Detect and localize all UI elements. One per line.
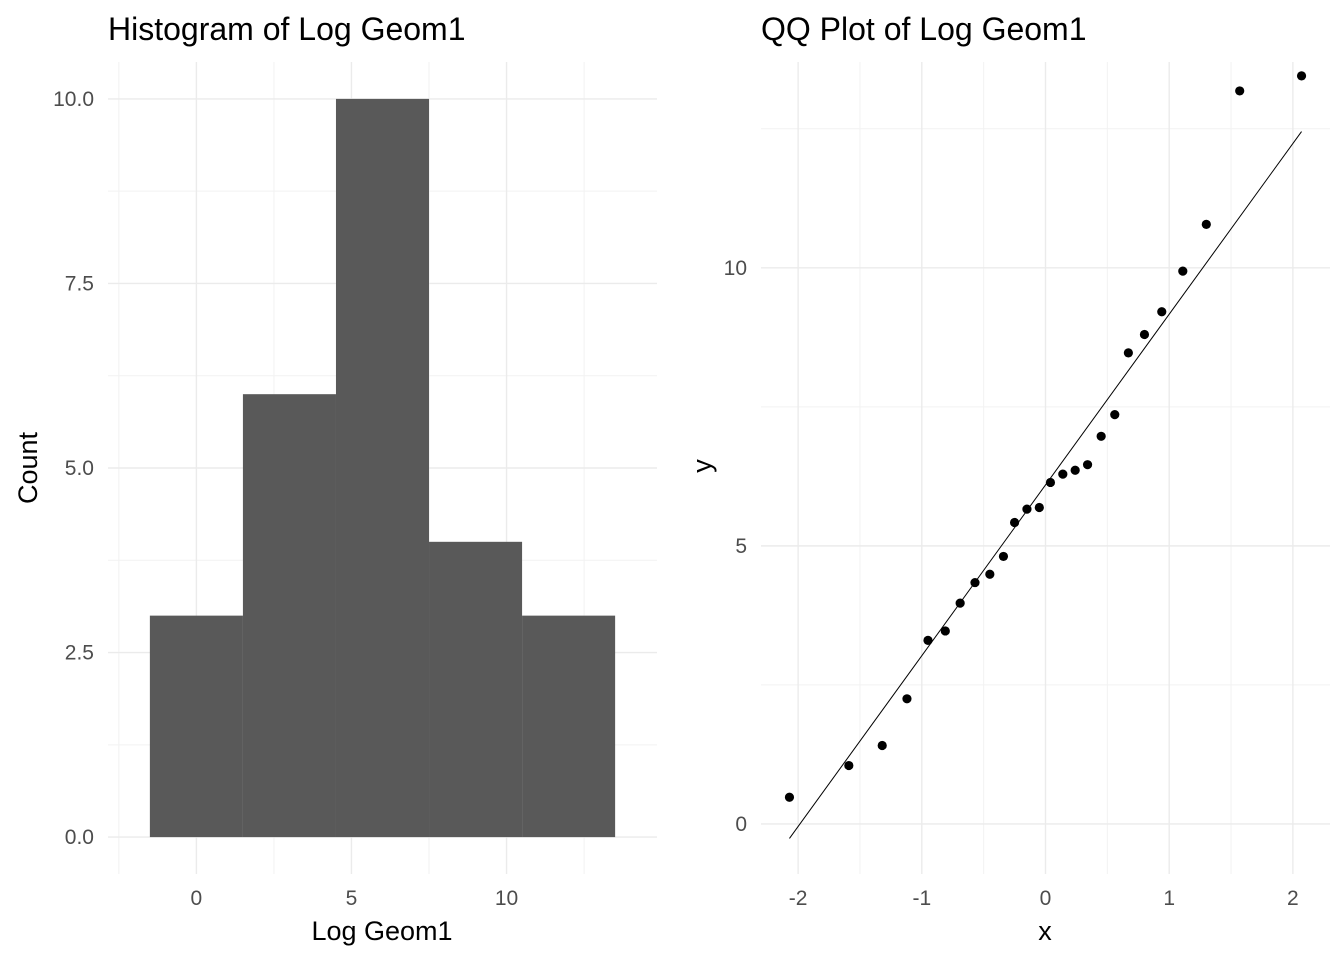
qq-plot-title: QQ Plot of Log Geom1: [761, 11, 1087, 47]
histogram-bar: [149, 615, 243, 838]
qq-point: [923, 635, 933, 646]
qq-point: [998, 551, 1009, 562]
qq-point: [1139, 329, 1150, 340]
histogram-bar: [335, 98, 430, 838]
qq-point: [844, 760, 854, 771]
qq-point: [902, 694, 912, 704]
qq-point: [940, 626, 950, 636]
histogram-title: Histogram of Log Geom1: [108, 11, 466, 47]
qq-point: [1009, 517, 1020, 528]
qq-reference-line: [789, 131, 1302, 839]
qq-point: [1096, 431, 1106, 441]
histogram-y-tick-label: 2.5: [65, 642, 94, 665]
qq-point: [1045, 477, 1056, 488]
qq-x-tick-label: 0: [1040, 887, 1052, 910]
qq-plot-gridlines: [761, 62, 1330, 874]
qq-x-tick-label: 1: [1163, 887, 1175, 910]
histogram-bars: [149, 98, 616, 838]
histogram-y-axis-label: Count: [13, 431, 43, 504]
qq-y-tick-label: 0: [735, 813, 747, 836]
qq-point: [1110, 410, 1120, 420]
histogram-x-axis-label: Log Geom1: [311, 916, 452, 946]
qq-points: [784, 71, 1307, 802]
qq-x-tick-labels: -2 -1 0 1 2: [789, 887, 1299, 910]
histogram-y-tick-label: 7.5: [65, 272, 94, 295]
histogram-x-tick-label: 0: [191, 887, 203, 910]
qq-point: [1022, 504, 1032, 514]
qq-y-tick-label: 10: [724, 257, 747, 280]
histogram-y-tick-label: 5.0: [65, 457, 94, 480]
qq-point: [970, 577, 980, 588]
histogram-x-tick-labels: 0 5 10: [191, 887, 519, 910]
qq-x-tick-label: -2: [789, 887, 808, 910]
histogram-y-tick-label: 10.0: [53, 88, 94, 111]
histogram-y-tick-label: 0.0: [65, 826, 94, 849]
qq-point: [1235, 86, 1245, 96]
histogram-y-tick-labels: 0.0 2.5 5.0 7.5 10.0: [53, 88, 94, 849]
qq-point: [1123, 348, 1133, 358]
qq-point: [1157, 307, 1167, 317]
qq-x-axis-label: x: [1038, 916, 1052, 946]
histogram-x-tick-label: 5: [346, 887, 358, 910]
qq-point: [955, 598, 965, 608]
qq-y-tick-label: 5: [735, 535, 747, 558]
qq-point: [1058, 469, 1068, 479]
qq-point: [1082, 460, 1093, 470]
histogram-bar: [242, 394, 336, 838]
qq-point: [1178, 266, 1188, 276]
histogram-panel: Histogram of Log Geom1 0.02.55.07.510.0 …: [13, 11, 657, 946]
qq-point: [1296, 71, 1307, 81]
qq-point: [985, 569, 995, 579]
qq-point: [1201, 219, 1211, 229]
qq-point: [877, 740, 887, 751]
qq-point: [1034, 502, 1044, 513]
qq-x-tick-label: -1: [912, 887, 931, 910]
qq-y-tick-labels: 0 5 10: [724, 257, 747, 836]
qq-point: [1070, 465, 1080, 475]
qq-y-axis-label: y: [687, 459, 717, 473]
histogram-bar: [522, 615, 616, 838]
histogram-x-tick-label: 10: [495, 887, 518, 910]
qq-plot-panel: QQ Plot of Log Geom1 0 5 10 -2 -1 0 1 2 x y: [687, 11, 1330, 946]
qq-x-tick-label: 2: [1287, 887, 1299, 910]
qq-point: [784, 792, 795, 802]
histogram-bar: [429, 541, 523, 838]
